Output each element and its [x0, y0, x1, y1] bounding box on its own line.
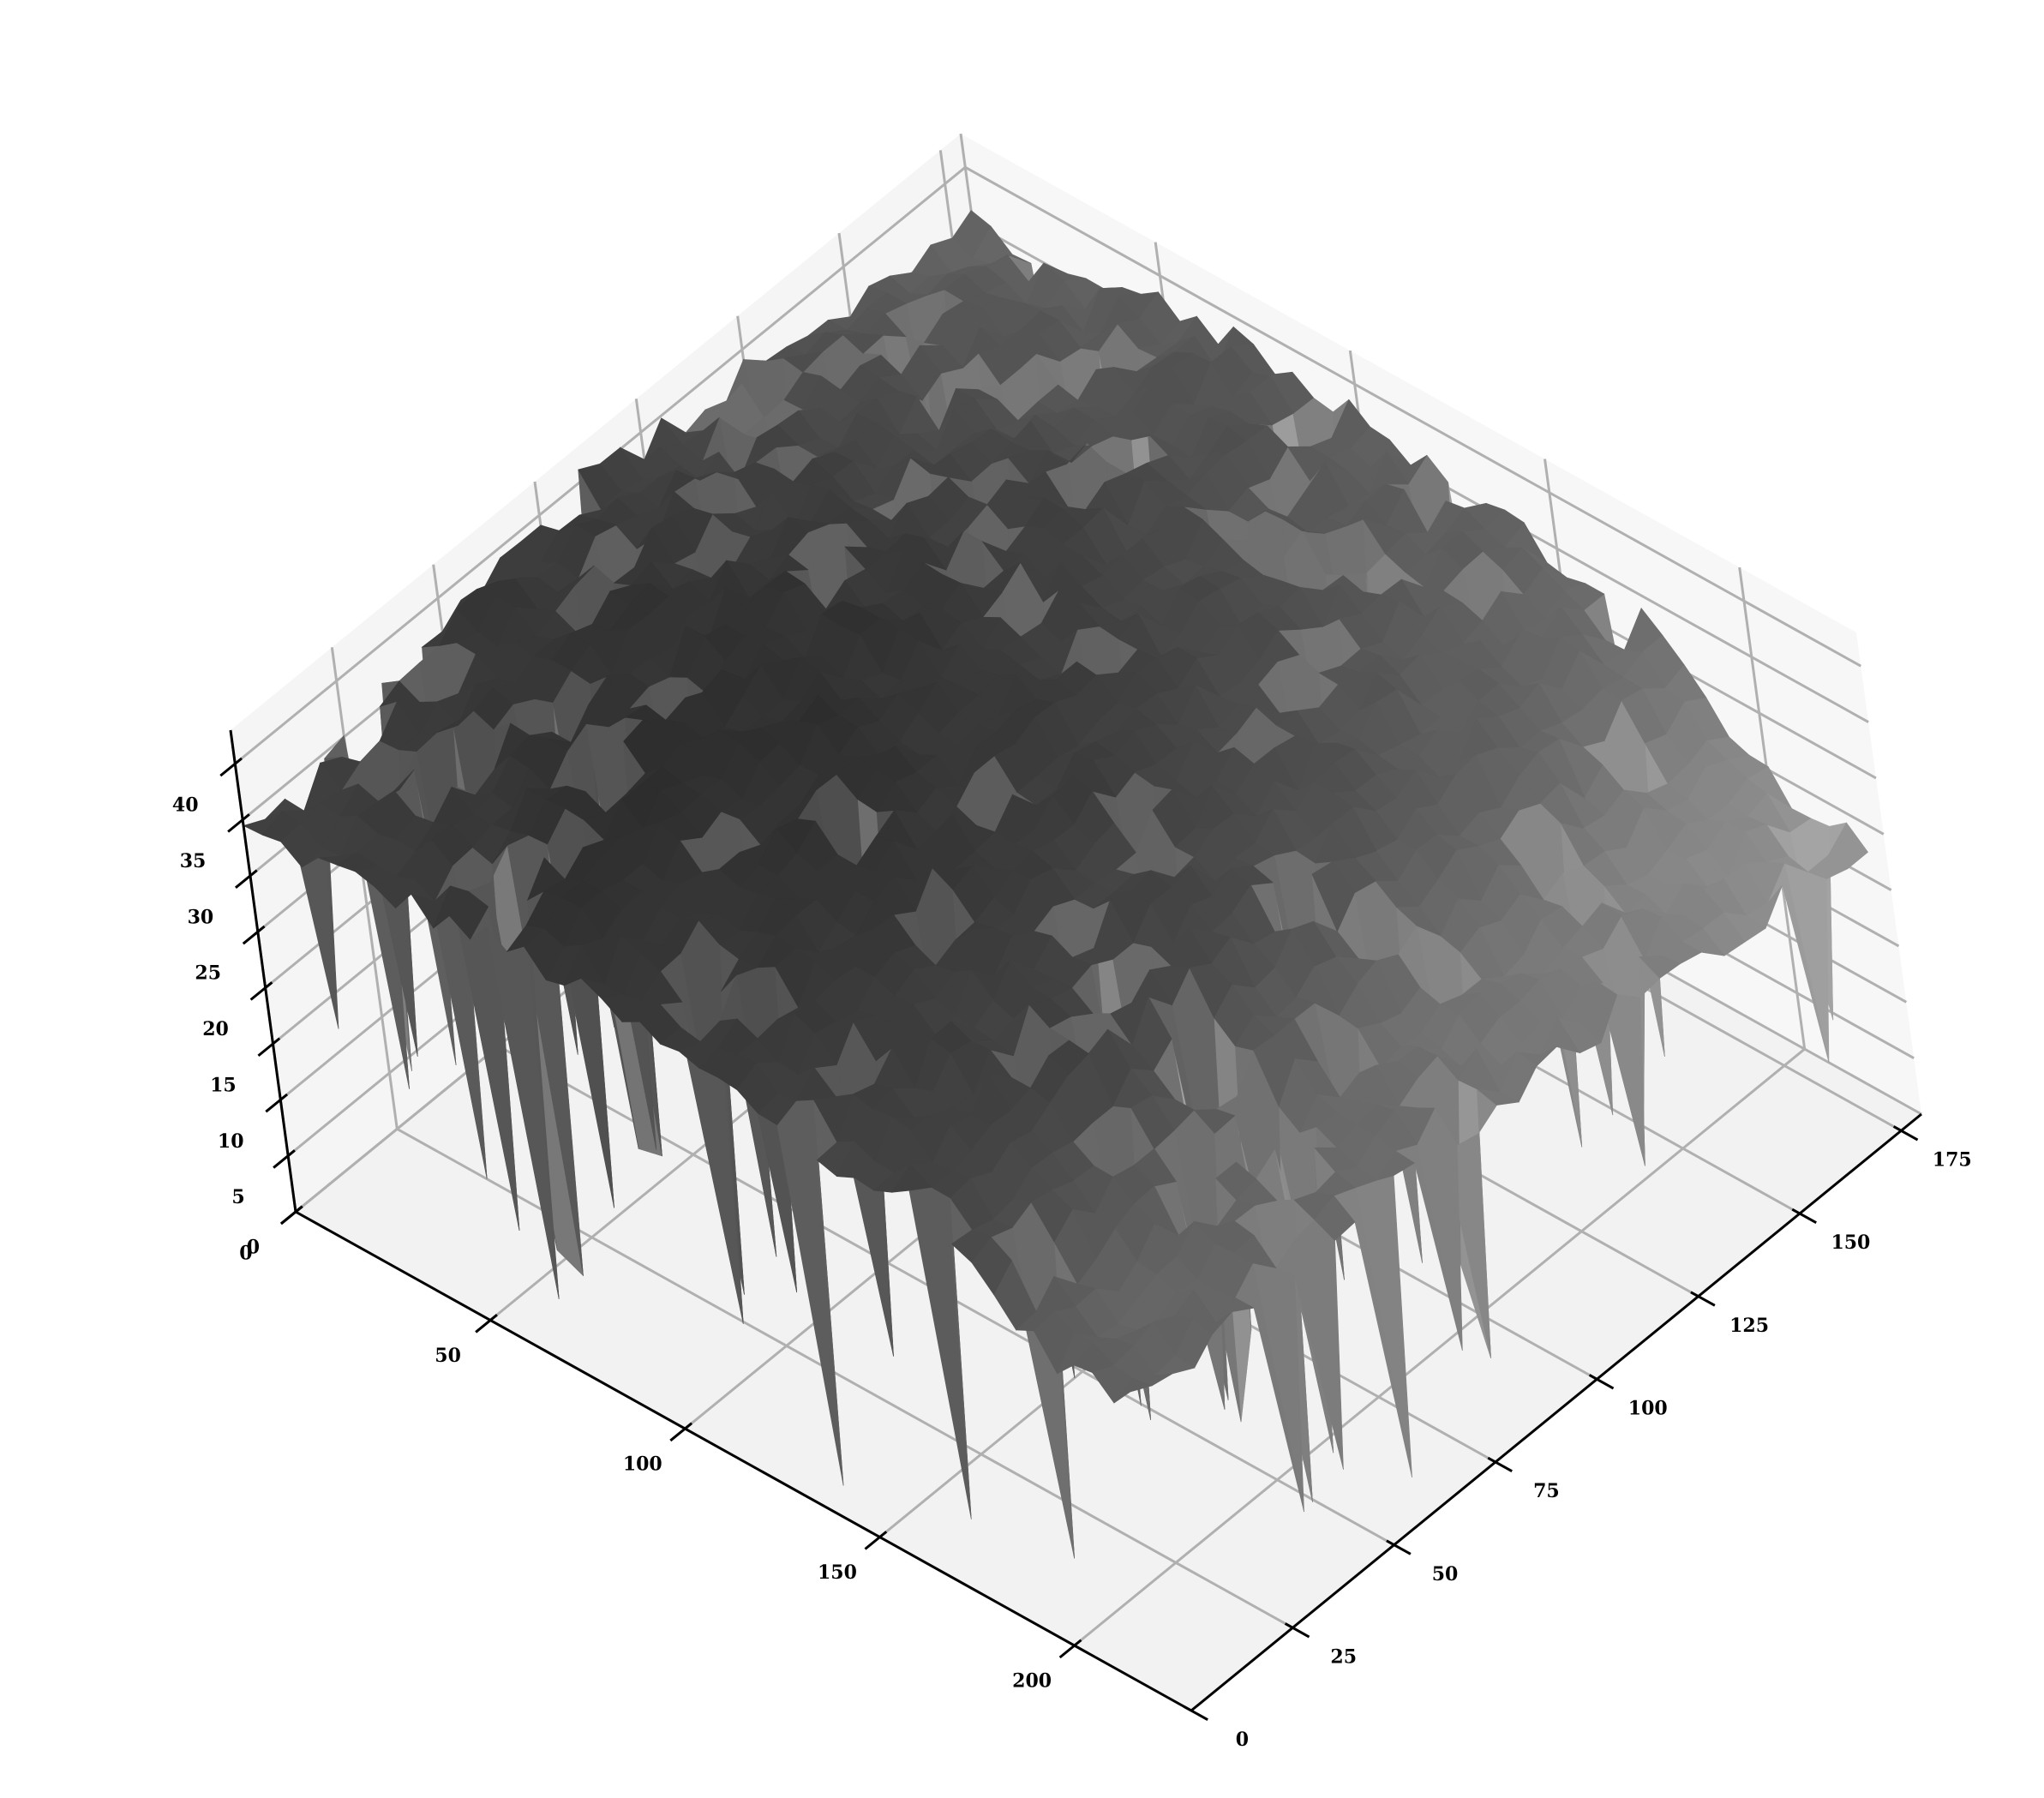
- z-tick-label: 20: [202, 1018, 229, 1040]
- z-tick-mark: [257, 1037, 281, 1058]
- x-tick-mark: [669, 1422, 693, 1442]
- y-tick-label: 150: [1831, 1232, 1870, 1254]
- z-tick-mark: [273, 1149, 296, 1169]
- surface-face: [782, 351, 824, 373]
- y-tick-label: 125: [1729, 1315, 1769, 1337]
- y-tick-label: 175: [1933, 1148, 1972, 1171]
- x-axis-line: [295, 1210, 1192, 1712]
- x-tick-label: 50: [435, 1345, 461, 1367]
- y-tick-label: 0: [1236, 1729, 1249, 1751]
- surface-face: [890, 1164, 932, 1193]
- surface-face: [1130, 1095, 1175, 1149]
- z-tick-label: 35: [180, 850, 207, 872]
- surface-mesh: [243, 209, 1869, 1559]
- y-tick-label: 50: [1432, 1563, 1459, 1585]
- x-tick-label: 200: [1012, 1670, 1052, 1693]
- wall-grid-z: [964, 165, 1862, 668]
- y-tick-label: 100: [1628, 1397, 1668, 1419]
- z-tick-label: 15: [210, 1074, 237, 1096]
- tick-labels: 0 50 100 150 200 0 25 50 75 100 125 150 175 0 5 10 15 20 2…: [172, 794, 1972, 1751]
- surface-face: [1639, 955, 1681, 979]
- z-tick-label: 0: [239, 1242, 252, 1264]
- surface-face: [1476, 1088, 1520, 1106]
- surface-face: [1113, 1377, 1153, 1404]
- y-tick-mark: [1588, 1374, 1615, 1390]
- x-tick-label: 100: [623, 1453, 662, 1476]
- z-tick-mark: [242, 925, 266, 945]
- z-tick-mark: [265, 1093, 289, 1113]
- z-axis-line: [229, 729, 297, 1213]
- surface-face: [1314, 1195, 1356, 1241]
- surface-face: [1395, 906, 1442, 937]
- x-tick-mark: [475, 1314, 498, 1334]
- z-tick-label: 25: [195, 962, 221, 985]
- z-tick-mark: [234, 869, 258, 889]
- y-tick-label: 75: [1533, 1480, 1560, 1502]
- surface-face: [1253, 1035, 1296, 1107]
- x-tick-label: 150: [818, 1561, 857, 1584]
- x-tick-mark: [1058, 1639, 1082, 1659]
- surface-face: [1376, 1150, 1416, 1181]
- surface-face: [1282, 518, 1325, 534]
- z-tick-label: 30: [188, 906, 214, 928]
- surface-face: [1080, 323, 1118, 351]
- y-tick-mark: [1284, 1622, 1310, 1639]
- z-tick-mark: [249, 981, 273, 1001]
- z-tick-label: 10: [218, 1130, 244, 1153]
- y-tick-mark: [1487, 1456, 1513, 1473]
- z-tick-mark: [280, 1205, 303, 1226]
- surface-face: [1028, 998, 1071, 1028]
- surface-face: [448, 890, 489, 940]
- surface-face: [1020, 333, 1061, 369]
- z-tick-label: 5: [231, 1186, 244, 1208]
- surface-face: [929, 453, 973, 482]
- y-tick-mark: [1892, 1125, 1919, 1142]
- surface-face: [1539, 782, 1585, 829]
- surface-face: [842, 333, 884, 354]
- surface-face: [971, 1236, 1012, 1296]
- wall-grid-y: [330, 647, 399, 1130]
- surface-face: [1311, 860, 1355, 932]
- y-tick-mark: [1791, 1208, 1817, 1225]
- y-tick-mark: [1386, 1539, 1412, 1555]
- y-tick-mark: [1183, 1705, 1208, 1722]
- z-tick-mark: [227, 813, 250, 833]
- tick-marks: [219, 757, 1919, 1722]
- x-tick-label: 0: [247, 1236, 260, 1258]
- y-tick-mark: [1690, 1291, 1716, 1307]
- surface-face: [473, 687, 513, 730]
- surface-face: [1807, 854, 1849, 879]
- x-tick-mark: [864, 1531, 888, 1550]
- z-tick-label: 40: [172, 794, 199, 817]
- surface-face: [1621, 688, 1667, 744]
- surface-face: [1189, 963, 1232, 1018]
- surface-face: [1030, 1190, 1073, 1243]
- z-tick-mark: [219, 757, 243, 777]
- surface-face: [978, 345, 1022, 386]
- y-tick-label: 25: [1330, 1645, 1357, 1668]
- surface-face: [1193, 1108, 1236, 1134]
